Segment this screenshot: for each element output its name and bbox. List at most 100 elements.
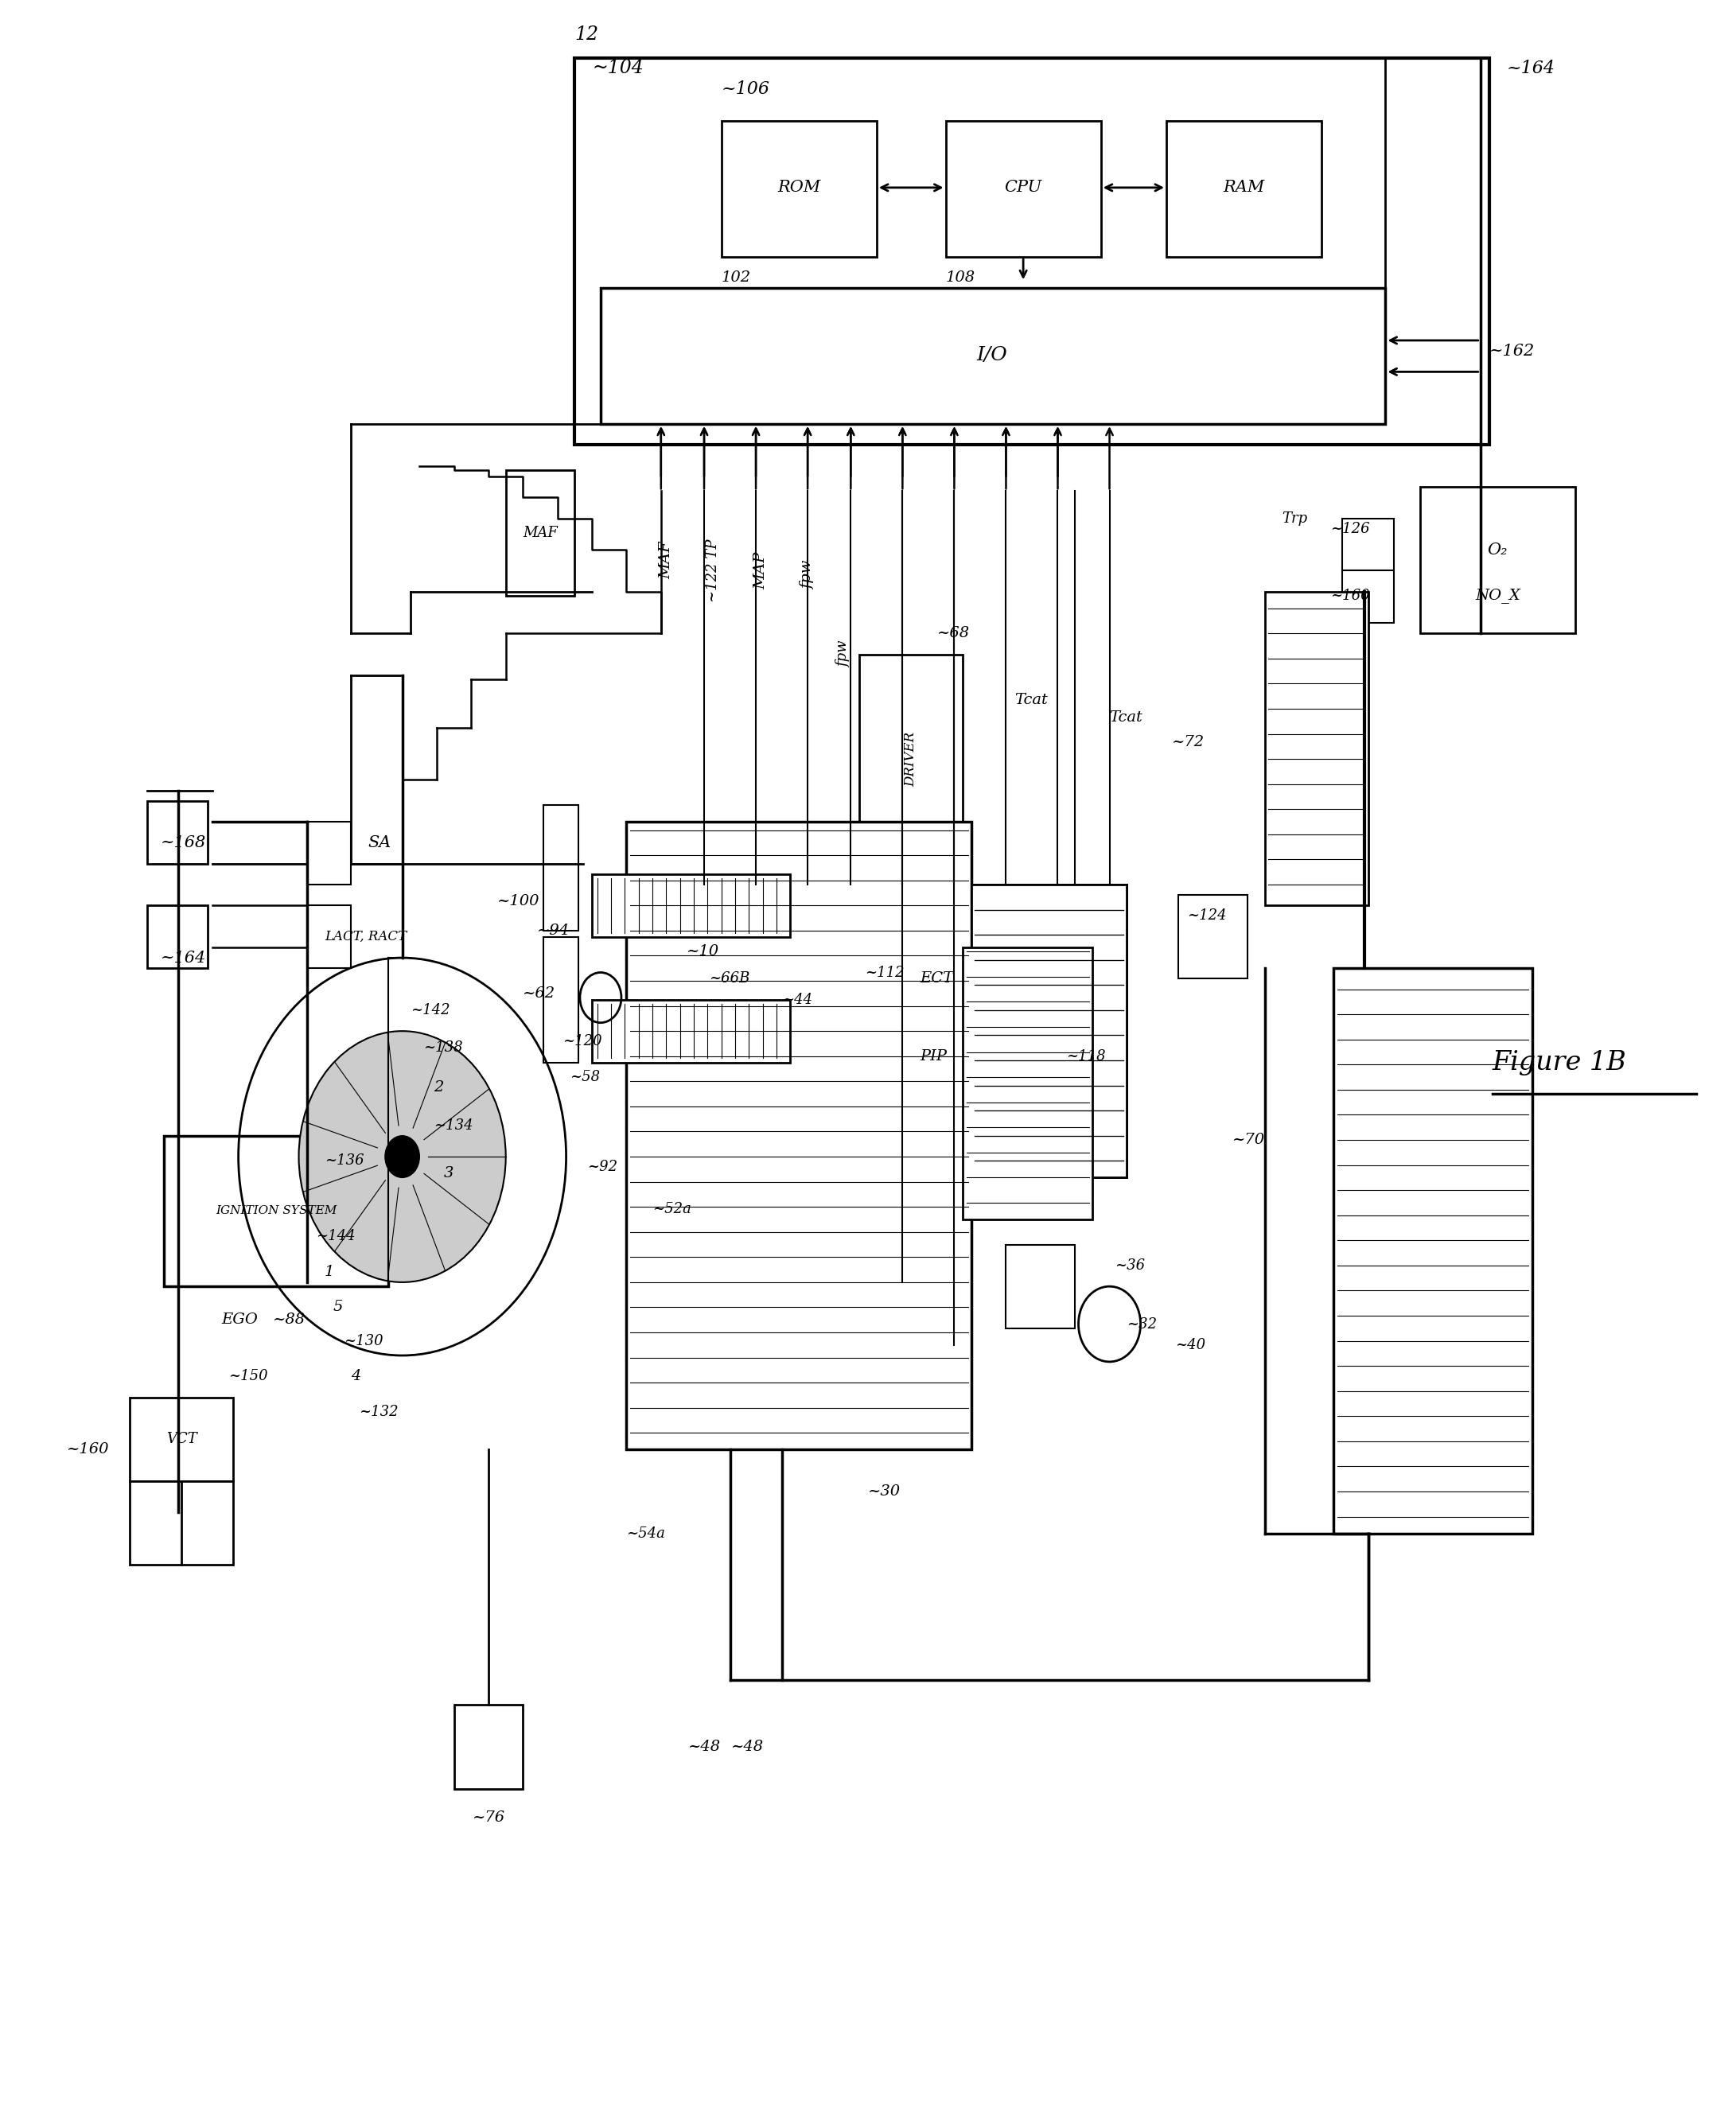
Bar [1167, 120, 1321, 257]
Text: ~32: ~32 [1127, 1317, 1158, 1332]
Bar [1420, 486, 1575, 633]
Bar [165, 1136, 389, 1286]
Bar [601, 288, 1385, 425]
Bar [592, 873, 790, 936]
Circle shape [299, 1031, 505, 1281]
Text: ~54a: ~54a [627, 1525, 665, 1540]
Text: ~70: ~70 [1233, 1132, 1266, 1147]
Text: ~52a: ~52a [653, 1201, 691, 1216]
Text: O₂: O₂ [1488, 543, 1509, 558]
Text: ~160: ~160 [66, 1443, 109, 1456]
Text: Figure 1B: Figure 1B [1493, 1050, 1627, 1075]
Text: ~164: ~164 [161, 951, 207, 966]
Text: Trp: Trp [1281, 511, 1307, 526]
Text: ~94: ~94 [536, 924, 569, 938]
Bar [148, 905, 207, 968]
Text: ~62: ~62 [523, 987, 556, 1002]
Text: ~36: ~36 [1115, 1258, 1146, 1273]
Text: PIP: PIP [920, 1050, 946, 1063]
Text: ~126: ~126 [1330, 522, 1370, 537]
Bar [859, 654, 963, 863]
Text: LACT, RACT: LACT, RACT [325, 930, 406, 945]
Bar [963, 947, 1092, 1220]
Text: ~58: ~58 [569, 1071, 601, 1084]
Text: ~134: ~134 [434, 1117, 472, 1132]
Bar [972, 884, 1127, 1178]
Text: ~48: ~48 [731, 1740, 764, 1755]
Text: ~120: ~120 [562, 1035, 602, 1048]
Text: ~164: ~164 [1507, 59, 1555, 78]
Text: ~100: ~100 [496, 894, 540, 909]
Text: 5: 5 [333, 1300, 344, 1315]
Text: ~136: ~136 [325, 1153, 365, 1168]
Bar [627, 823, 972, 1450]
Text: ~10: ~10 [687, 945, 720, 959]
Text: ~142: ~142 [411, 1004, 450, 1018]
Text: VCT: VCT [167, 1433, 196, 1445]
Text: ~40: ~40 [1175, 1338, 1205, 1353]
Text: 12: 12 [575, 25, 599, 44]
Text: ~112: ~112 [865, 966, 904, 980]
Text: MAF: MAF [523, 526, 557, 541]
Text: ~144: ~144 [316, 1229, 356, 1243]
Text: ~150: ~150 [227, 1370, 267, 1384]
Text: ROM: ROM [778, 181, 821, 196]
Bar [1179, 894, 1248, 978]
Bar [148, 802, 207, 863]
Text: 102: 102 [722, 271, 752, 284]
Text: I/O: I/O [977, 345, 1007, 364]
Text: RAM: RAM [1224, 181, 1266, 196]
Bar [1342, 518, 1394, 570]
Text: NO_X: NO_X [1476, 589, 1521, 604]
Bar [1005, 1246, 1075, 1328]
Bar [1266, 591, 1368, 905]
Text: ~130: ~130 [344, 1334, 384, 1349]
Text: ~162: ~162 [1489, 343, 1535, 358]
Text: ~72: ~72 [1172, 734, 1205, 749]
Text: SA: SA [368, 835, 391, 850]
Bar [130, 1481, 233, 1565]
Bar [1333, 968, 1533, 1534]
Text: 3: 3 [444, 1166, 453, 1180]
Bar [455, 1704, 523, 1788]
Text: ~76: ~76 [472, 1812, 505, 1824]
Text: 108: 108 [946, 271, 976, 284]
Bar [1342, 570, 1394, 623]
Text: ~68: ~68 [937, 627, 970, 640]
Text: ~88: ~88 [273, 1313, 306, 1328]
Text: EGO: EGO [220, 1313, 257, 1328]
Text: 1: 1 [325, 1265, 335, 1279]
Text: ~30: ~30 [868, 1483, 901, 1498]
Bar [307, 823, 351, 884]
Bar [307, 905, 351, 968]
Text: ~106: ~106 [722, 80, 769, 99]
Text: ~48: ~48 [687, 1740, 720, 1755]
Text: 4: 4 [351, 1370, 361, 1384]
Text: ~168: ~168 [161, 835, 207, 850]
Text: 2: 2 [434, 1081, 443, 1094]
Circle shape [385, 1136, 420, 1178]
Bar [543, 936, 578, 1063]
Text: ~122 TP: ~122 TP [705, 539, 720, 602]
Text: MAF: MAF [660, 541, 674, 579]
Text: DRIVER: DRIVER [904, 732, 918, 787]
Bar [575, 57, 1489, 446]
Bar [972, 884, 1127, 1178]
Text: ~92: ~92 [587, 1159, 618, 1174]
Bar [972, 884, 1127, 1178]
Text: ~124: ~124 [1187, 909, 1227, 924]
Text: MAP: MAP [753, 551, 769, 589]
Text: IGNITION SYSTEM: IGNITION SYSTEM [215, 1206, 337, 1216]
Bar [505, 469, 575, 595]
Text: Tcat: Tcat [1014, 692, 1049, 707]
Text: ~132: ~132 [359, 1405, 399, 1418]
Text: ~118: ~118 [1066, 1050, 1106, 1063]
Text: ~160: ~160 [1330, 589, 1370, 604]
Text: fpw: fpw [800, 560, 814, 589]
Text: ECT: ECT [920, 972, 953, 987]
Text: ~138: ~138 [424, 1041, 462, 1054]
Bar [130, 1397, 233, 1481]
Text: ~44: ~44 [781, 993, 812, 1008]
Bar [722, 120, 877, 257]
Text: ~104: ~104 [592, 59, 644, 78]
